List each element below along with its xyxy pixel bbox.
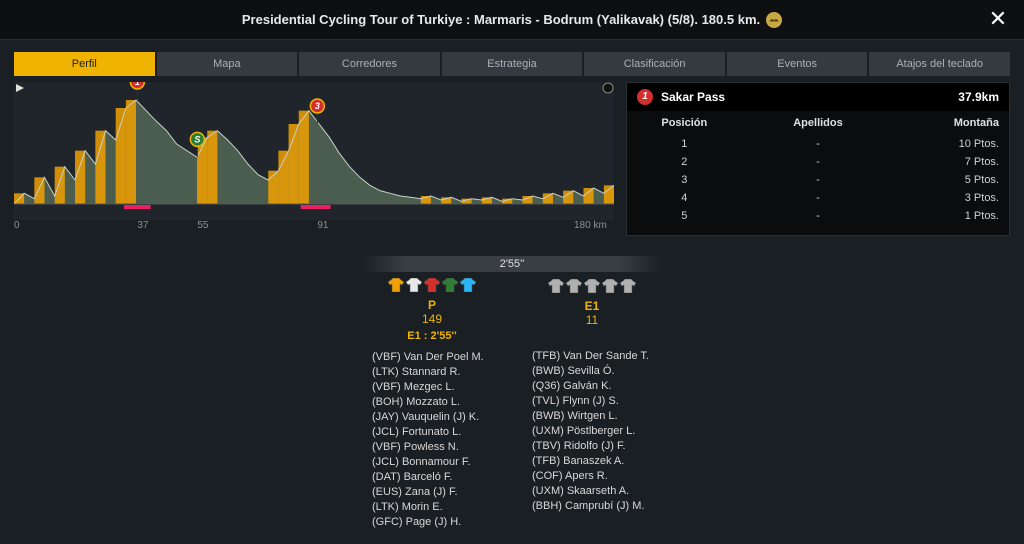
km-marker: 37 <box>137 220 148 231</box>
jersey-icon <box>584 279 600 293</box>
table-col-header: Apellidos <box>742 111 895 135</box>
jersey-icon <box>602 279 618 293</box>
rider-item[interactable]: (DAT) Barceló F. <box>372 470 512 485</box>
rider-item[interactable]: (TFB) Van Der Sande T. <box>532 349 672 364</box>
race-groups: 2'55'' P 149 E1 : 2'55'' (VBF) Van Der P… <box>0 256 1024 530</box>
table-row: 1-10 Ptos. <box>627 135 1009 153</box>
kom-category-badge: 1 <box>637 89 653 105</box>
group-count: 149 <box>352 312 512 326</box>
tab-atajos-del-teclado[interactable]: Atajos del teclado <box>869 52 1010 76</box>
rider-item[interactable]: (JCL) Bonnamour F. <box>372 455 512 470</box>
rider-item[interactable]: (LTK) Stannard R. <box>372 365 512 380</box>
tab-clasificación[interactable]: Clasificación <box>584 52 725 76</box>
jersey-icon <box>406 278 422 292</box>
km-axis: 0 37 55 91 180 km <box>14 220 614 236</box>
rider-item[interactable]: (COF) Apers R. <box>532 469 672 484</box>
km-marker: 91 <box>317 220 328 231</box>
km-marker: 180 km <box>574 220 607 231</box>
jersey-icon <box>620 279 636 293</box>
group-label: P <box>352 298 512 312</box>
rider-item[interactable]: (BOH) Mozzato L. <box>372 395 512 410</box>
rider-item[interactable]: (GFC) Page (J) H. <box>372 515 512 530</box>
jersey-icon <box>548 279 564 293</box>
rider-item[interactable]: (BWB) Sevilla Ó. <box>532 364 672 379</box>
km-marker: 0 <box>14 220 20 231</box>
jersey-icon <box>424 278 440 292</box>
rider-item[interactable]: (VBF) Powless N. <box>372 440 512 455</box>
tab-estrategia[interactable]: Estrategia <box>442 52 583 76</box>
rider-item[interactable]: (Q36) Galván K. <box>532 379 672 394</box>
header-bar: Presidential Cycling Tour of Turkiye : M… <box>0 0 1024 40</box>
svg-text:3: 3 <box>315 101 320 111</box>
kom-name: Sakar Pass <box>661 90 725 104</box>
kom-header: 1 Sakar Pass 37.9km <box>627 83 1009 111</box>
rider-item[interactable]: (VBF) Van Der Poel M. <box>372 350 512 365</box>
table-row: 3-5 Ptos. <box>627 171 1009 189</box>
table-col-header: Montaña <box>894 111 1009 135</box>
rider-item[interactable]: (EUS) Zana (J) F. <box>372 485 512 500</box>
jersey-icon <box>460 278 476 292</box>
gap-detail: E1 : 2'55'' <box>352 330 512 342</box>
kom-distance: 37.9km <box>958 90 999 104</box>
tab-mapa[interactable]: Mapa <box>157 52 298 76</box>
jersey-icon <box>442 278 458 292</box>
close-button[interactable]: ✕ <box>986 8 1010 32</box>
rider-item[interactable]: (TVL) Flynn (J) S. <box>532 394 672 409</box>
stage-type-icon <box>766 12 782 28</box>
jersey-icon <box>388 278 404 292</box>
rider-item[interactable]: (UXM) Pöstlberger L. <box>532 424 672 439</box>
kom-points-panel: 1 Sakar Pass 37.9km PosiciónApellidosMon… <box>626 82 1010 236</box>
rider-item[interactable]: (BBH) Camprubí (J) M. <box>532 499 672 514</box>
elevation-profile-chart[interactable]: 1 S 3 <box>14 82 614 220</box>
rider-item[interactable]: (JCL) Fortunato L. <box>372 425 512 440</box>
rider-item[interactable]: (BWB) Wirtgen L. <box>532 409 672 424</box>
peloton-rider-list: (VBF) Van Der Poel M.(LTK) Stannard R.(V… <box>352 350 512 530</box>
break-jerseys <box>512 279 672 293</box>
rider-item[interactable]: (UXM) Skaarseth A. <box>532 484 672 499</box>
km-marker: 55 <box>197 220 208 231</box>
elevation-profile-panel: 1 S 3 0 37 55 91 180 km <box>14 82 614 236</box>
table-row: 2-7 Ptos. <box>627 153 1009 171</box>
rider-item[interactable]: (VBF) Mezgec L. <box>372 380 512 395</box>
tab-perfil[interactable]: Perfil <box>14 52 155 76</box>
rider-item[interactable]: (TBV) Ridolfo (J) F. <box>532 439 672 454</box>
rider-item[interactable]: (JAY) Vauquelin (J) K. <box>372 410 512 425</box>
tab-bar: PerfilMapaCorredoresEstrategiaClasificac… <box>14 52 1010 76</box>
svg-text:S: S <box>194 134 200 144</box>
group-count: 11 <box>512 313 672 327</box>
group-peloton[interactable]: 2'55'' P 149 E1 : 2'55'' (VBF) Van Der P… <box>352 256 512 530</box>
rider-item[interactable]: (TFB) Banaszek A. <box>532 454 672 469</box>
svg-text:1: 1 <box>135 82 140 87</box>
tab-eventos[interactable]: Eventos <box>727 52 868 76</box>
stage-title: Presidential Cycling Tour of Turkiye : M… <box>242 12 760 27</box>
table-col-header: Posición <box>627 111 742 135</box>
table-row: 5-1 Ptos. <box>627 207 1009 225</box>
kom-points-table: PosiciónApellidosMontaña 1-10 Ptos.2-7 P… <box>627 111 1009 225</box>
group-label: E1 <box>512 299 672 313</box>
peloton-jerseys <box>352 278 512 292</box>
tab-corredores[interactable]: Corredores <box>299 52 440 76</box>
break-rider-list: (TFB) Van Der Sande T.(BWB) Sevilla Ó.(Q… <box>512 349 672 514</box>
table-header-row: PosiciónApellidosMontaña <box>627 111 1009 135</box>
group-breakaway[interactable]: E1 11 (TFB) Van Der Sande T.(BWB) Sevill… <box>512 256 672 530</box>
jersey-icon <box>566 279 582 293</box>
rider-item[interactable]: (LTK) Morin E. <box>372 500 512 515</box>
table-row: 4-3 Ptos. <box>627 189 1009 207</box>
